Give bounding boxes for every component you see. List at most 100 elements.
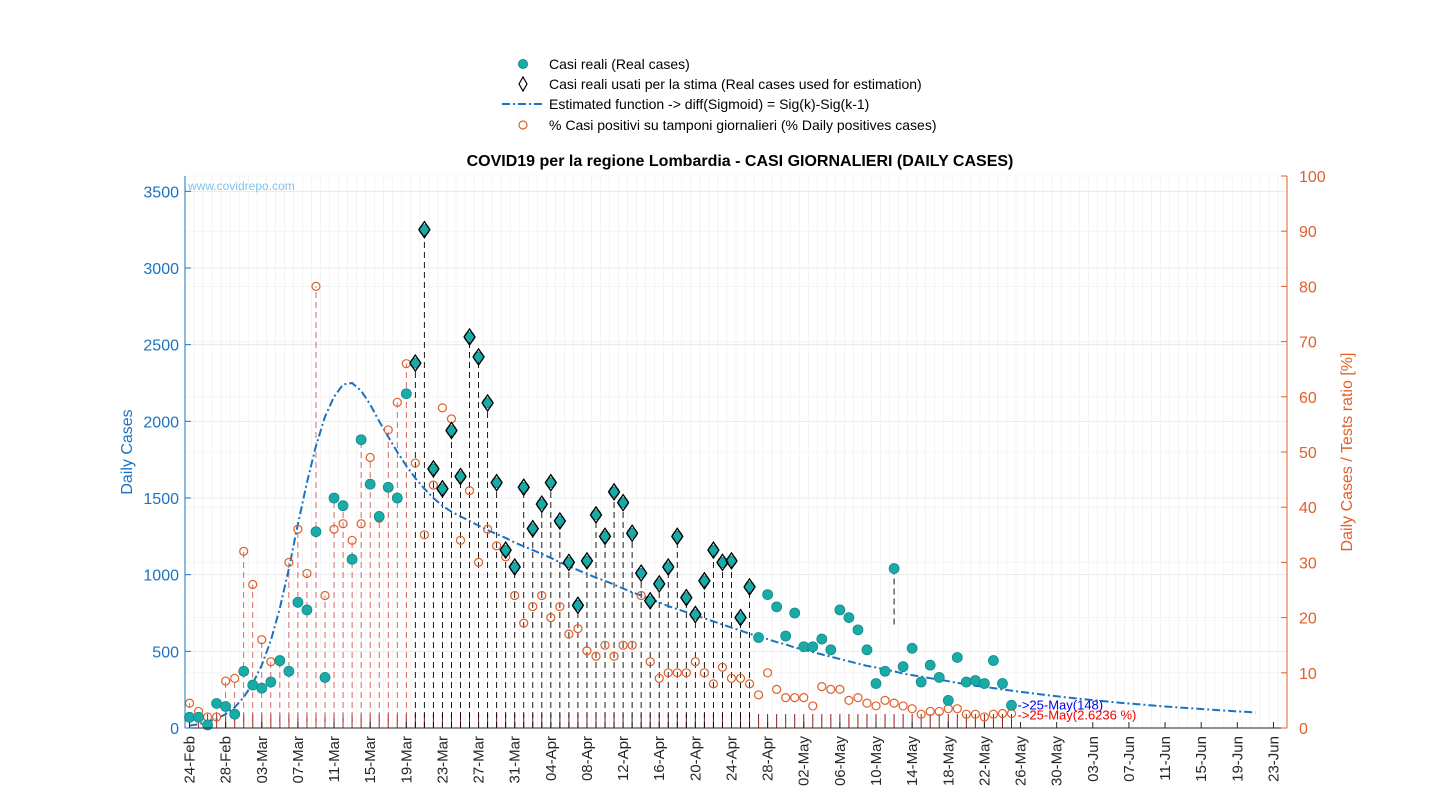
real-case-point [979,678,990,689]
estimation-point [652,574,666,594]
positive-ratio-point [510,590,520,601]
estimation-point [445,421,458,440]
estimation-point [571,596,585,615]
real-case-point [988,655,999,666]
positive-ratio-point [221,676,231,686]
real-case-point [951,652,963,663]
real-case-point [825,644,837,656]
estimation-point [427,459,440,479]
positive-ratio-point [473,557,484,568]
right-axis-tick-label: 30 [1299,555,1317,572]
x-axis-tick-label: 23-Mar [434,736,451,784]
positive-ratio-point [826,684,836,694]
positive-ratio-point [600,640,610,650]
estimation-point [743,577,756,597]
positive-ratio-point [464,486,475,496]
positive-ratio-point [772,684,782,694]
x-axis-tick-label: 02-May [796,736,813,787]
x-axis-tick-label: 18-May [940,736,957,787]
legend-label-estimation-cases: Casi reali usati per la stima (Real case… [549,76,922,92]
x-axis-tick-label: 28-Apr [760,736,777,781]
positive-ratio-point [582,646,592,656]
positive-ratio-point [564,629,574,639]
real-case-point [391,492,403,504]
positive-ratio-point [744,679,755,689]
left-axis-tick-label: 500 [152,644,179,661]
real-case-point [924,659,936,671]
positive-ratio-point [916,709,926,719]
positive-ratio-point [528,601,538,612]
estimation-point [463,327,476,347]
x-axis-tick-label: 03-Jun [1085,736,1102,782]
real-case-point [834,604,846,616]
real-case-point [193,711,204,723]
left-axis-tick-label: 3000 [143,261,179,278]
real-case-point [843,612,855,623]
real-case-point [798,641,810,653]
estimation-point [616,493,630,512]
positive-ratio-point [329,524,339,534]
real-case-point [879,665,891,677]
real-case-point [753,632,764,643]
x-axis-tick-label: 20-Apr [687,736,704,781]
x-axis-tick-label: 31-Mar [507,736,524,784]
right-axis-tick-label: 0 [1299,721,1308,738]
positive-ratio-point [311,281,321,291]
positive-ratio-point [645,657,655,667]
estimation-point [707,540,720,560]
right-axis-label: Daily Cases / Tests ratio [%] [1339,353,1356,552]
positive-ratio-point [482,524,493,534]
estimation-point [562,553,576,572]
positive-ratio-point [699,668,709,678]
real-case-point [915,676,927,688]
positive-ratio-point [925,706,935,717]
x-axis-tick-label: 16-Apr [651,736,668,781]
positive-ratio-point [356,519,366,529]
x-axis-tick-label: 28-Feb [218,736,235,784]
real-case-point [933,672,945,683]
chart-legend: Casi reali (Real cases) Casi reali usati… [502,56,936,133]
positive-ratio-point [907,704,917,714]
x-axis-tick-label: 24-Apr [723,736,740,781]
x-axis-tick-label: 07-Jun [1121,736,1138,782]
positive-ratio-point [844,695,854,706]
left-axis-label: Daily Cases [119,409,136,494]
right-axis-tick-label: 50 [1299,445,1317,462]
positive-ratio-point [961,709,971,719]
x-axis-tick-label: 27-Mar [471,736,488,784]
plot-area: ->25-May(148)->25-May(2.6236 %)050010001… [143,169,1325,786]
estimation-point [625,524,639,543]
real-case-point [238,665,250,677]
positive-ratio-point [383,425,393,435]
positive-ratio-point [790,693,800,703]
positive-ratio-point [591,651,601,661]
real-case-point [373,511,385,522]
real-case-point [247,679,259,691]
positive-ratio-point [428,480,439,490]
right-axis-tick-label: 70 [1299,335,1317,352]
left-axis-tick-label: 0 [170,721,179,738]
estimation-point [499,540,512,560]
positive-ratio-point [781,693,791,703]
positive-ratio-point [618,640,628,650]
positive-ratio-point [952,704,962,714]
ratio-stems [189,286,407,728]
positive-ratio-point [808,701,818,711]
positive-ratio-point [663,668,673,678]
x-axis-tick-label: 15-Mar [362,736,379,784]
right-axis-tick-label: 40 [1299,500,1317,517]
real-case-point [870,678,882,689]
positive-ratio-point [347,535,357,545]
estimation-point [508,557,521,577]
estimation-point [689,605,702,624]
real-case-point [888,563,900,574]
positive-ratio-point [230,673,240,683]
positive-ratio-point [437,403,448,413]
real-case-point [771,601,783,613]
legend-marker-estimation-cases [518,75,528,93]
real-case-point [283,665,295,677]
positive-ratio-point [537,590,547,601]
grid-lines [184,175,1288,729]
legend-entry-estimation-cases: Casi reali usati per la stima (Real case… [518,75,922,93]
last-cases-annotation: ->25-May(148) [1018,697,1104,712]
